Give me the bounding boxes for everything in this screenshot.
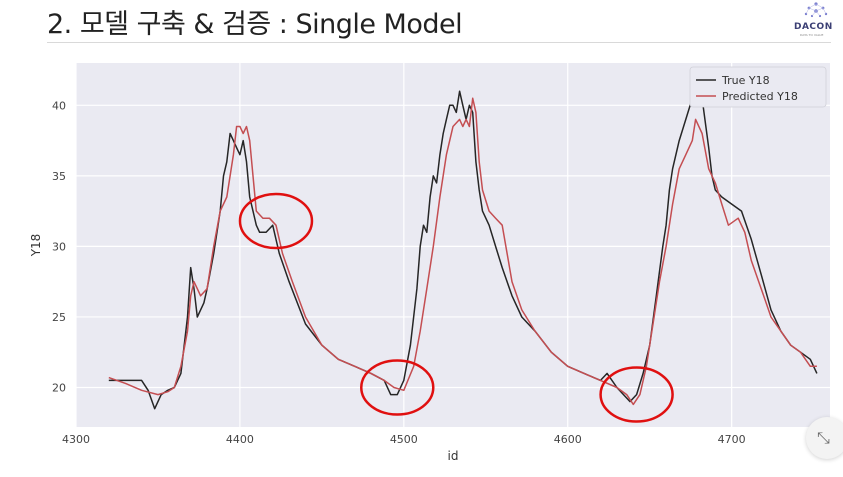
slide-title: 2. 모델 구축 & 검증 : Single Model	[47, 9, 463, 40]
legend-box	[689, 66, 827, 108]
x-tick-label: 4300	[62, 433, 90, 446]
x-tick-label: 4700	[718, 433, 746, 446]
legend-label: True Y18	[721, 74, 770, 87]
y-tick-label: 25	[52, 311, 66, 324]
title-divider	[47, 42, 831, 43]
series-layer	[108, 83, 818, 410]
highlight-circle	[238, 192, 314, 250]
highlight-circle	[360, 359, 435, 416]
y-tick-label: 35	[52, 170, 66, 183]
series-predicted-y18	[108, 97, 817, 406]
logo-subtext: DATA TO VALUE	[800, 33, 824, 37]
x-tick-label: 4400	[226, 433, 254, 446]
y-tick-label: 40	[52, 99, 66, 112]
dacon-logo-icon	[804, 2, 828, 18]
collapse-button[interactable]: ⤡	[806, 417, 843, 459]
y-tick-label: 20	[52, 381, 66, 394]
y-axis-label: Y18	[29, 234, 43, 258]
y-tick-label: 30	[52, 240, 66, 253]
series-true-y18	[108, 83, 818, 410]
plot-area	[76, 63, 830, 427]
legend-label: Predicted Y18	[722, 90, 798, 103]
annotation-layer	[238, 192, 674, 423]
logo-text: DACON	[794, 22, 833, 32]
highlight-circle	[599, 366, 674, 423]
legend: True Y18 Predicted Y18	[689, 66, 827, 108]
x-tick-label: 4600	[554, 433, 582, 446]
x-tick-label: 4500	[390, 433, 418, 446]
collapse-icon: ⤡	[817, 428, 830, 447]
x-axis-label: id	[448, 449, 459, 463]
axes-layer: 4300 4400 4500 4600 4700 20 25 30 35 40 id Y18	[29, 99, 746, 463]
